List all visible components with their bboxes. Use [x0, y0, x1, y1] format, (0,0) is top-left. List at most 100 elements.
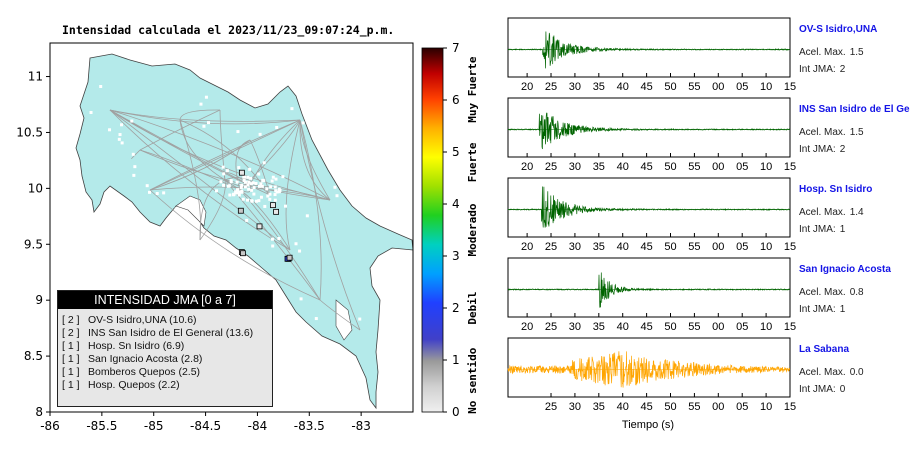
road-line: [139, 149, 241, 191]
town-marker: [222, 183, 226, 187]
road-line: [299, 119, 331, 201]
town-marker: [199, 102, 203, 106]
colorbar-tick-label: 5: [452, 145, 460, 159]
map-y-tick-label: 10: [28, 181, 43, 195]
waveform-frame: [507, 257, 791, 318]
town-marker: [239, 185, 243, 189]
town-marker: [378, 337, 382, 341]
legend-item-text: Bomberos Quepos (2.5): [88, 366, 201, 378]
town-marker: [333, 185, 337, 189]
town-marker: [305, 214, 309, 218]
peak-accel-label: Acel. Max. 0.0: [799, 367, 864, 378]
waveform-tick-label: 40: [617, 401, 629, 413]
waveform-tick-label: 45: [640, 161, 652, 173]
costa-rica-land: [75, 53, 413, 410]
jma-intensity-prefix: Int JMA:: [799, 304, 836, 315]
legend-item-text: OV-S Isidro,UNA (10.6): [88, 314, 197, 326]
peak-accel-value: 0.8: [850, 287, 864, 298]
town-marker: [260, 184, 264, 188]
road-line: [139, 109, 221, 151]
jma-intensity-label: Int JMA: 1: [799, 224, 846, 235]
waveform-tick-label: 40: [617, 161, 629, 173]
town-marker: [274, 177, 278, 181]
town-marker: [243, 175, 247, 179]
waveform-tick-label: 25: [545, 81, 557, 93]
road-line: [299, 119, 361, 331]
legend-item-level: [ 1 ]: [62, 340, 80, 352]
road-line: [199, 179, 226, 241]
town-marker: [240, 190, 244, 194]
town-marker: [237, 166, 241, 170]
waveform-tick-label: 10: [760, 321, 772, 333]
station-marker: [273, 208, 279, 215]
waveform-tick-label: 00: [712, 401, 724, 413]
town-marker: [254, 181, 258, 185]
town-marker: [277, 187, 281, 191]
town-marker: [118, 133, 122, 137]
town-marker: [252, 192, 256, 196]
station-marker: [238, 169, 245, 176]
waveform-tick-label: 25: [545, 161, 557, 173]
waveform-tick-label: 25: [545, 401, 557, 413]
waveform-tick-label: 50: [664, 81, 676, 93]
waveform-trace: [507, 186, 791, 228]
town-marker: [269, 185, 273, 189]
town-marker: [249, 176, 253, 180]
waveform-frame: [507, 337, 791, 398]
waveform-tick-label: 35: [593, 401, 605, 413]
town-marker: [145, 184, 149, 188]
town-marker: [275, 125, 279, 129]
legend-item-text: INS San Isidro de El General (13.6): [88, 327, 254, 339]
town-marker: [236, 188, 240, 192]
station-marker: [270, 202, 276, 209]
legend-list: [ 2 ] OV-S Isidro,UNA (10.6) [ 2 ] INS San …: [58, 314, 272, 392]
waveform-panel: 25 30 35 40 45 50 55 00 05 10 15 La Sabana Acel. Max…: [507, 337, 864, 413]
road-line: [179, 109, 221, 121]
waveform-tick-label: 55: [688, 81, 700, 93]
waveform-tick-label: 20: [521, 161, 533, 173]
road-line: [179, 119, 226, 181]
peak-accel-prefix: Acel. Max.: [799, 47, 846, 58]
waveform-tick-label: 05: [736, 321, 748, 333]
map-x-tick-label: -86: [40, 419, 60, 433]
waveform-tick-label: 00: [712, 321, 724, 333]
peak-accel-value: 1.5: [850, 127, 864, 138]
road-line: [224, 177, 271, 196]
waveform-tick-label: 20: [521, 321, 533, 333]
legend-item-level: [ 2 ]: [62, 314, 80, 326]
town-marker: [273, 198, 277, 202]
jma-intensity-prefix: Int JMA:: [799, 224, 836, 235]
town-marker: [271, 244, 275, 248]
waveform-tick-label: 45: [640, 321, 652, 333]
town-marker: [252, 186, 256, 190]
town-marker: [268, 192, 272, 196]
waveform-tick-label: 20: [521, 241, 533, 253]
waveform-tick-label: 15: [784, 161, 796, 173]
peak-accel-prefix: Acel. Max.: [799, 287, 846, 298]
waveform-frame: [507, 17, 791, 78]
road-line: [131, 149, 141, 159]
legend-item: [ 1 ] Hosp. Sn Isidro (6.9): [62, 340, 272, 353]
road-line: [239, 189, 291, 251]
map-x-tick-label: -84: [248, 419, 268, 433]
map-title: Intensidad calculada el 2023/11/23_09:07…: [62, 23, 395, 37]
station-name-label: OV-S Isidro,UNA: [799, 24, 877, 35]
map-y-tick-label: 8.5: [24, 349, 43, 363]
road-line: [109, 109, 331, 201]
map-y-tick-label: 9: [35, 293, 43, 307]
waveform-x-axis-label: Tiempo (s): [622, 419, 674, 431]
town-marker: [277, 190, 281, 194]
legend-item-level: [ 1 ]: [62, 379, 80, 391]
road-line: [109, 109, 331, 201]
road-line: [299, 119, 322, 301]
station-marker: [240, 250, 246, 257]
town-marker: [229, 180, 233, 184]
waveform-tick-label: 20: [521, 81, 533, 93]
town-marker: [249, 182, 253, 186]
town-marker: [242, 178, 246, 182]
town-marker: [248, 167, 252, 171]
legend-item: [ 1 ] Hosp. Quepos (2.2): [62, 379, 272, 392]
jma-intensity-value: 0: [840, 384, 846, 395]
waveform-tick-label: 15: [784, 321, 796, 333]
waveform-tick-label: 50: [664, 161, 676, 173]
